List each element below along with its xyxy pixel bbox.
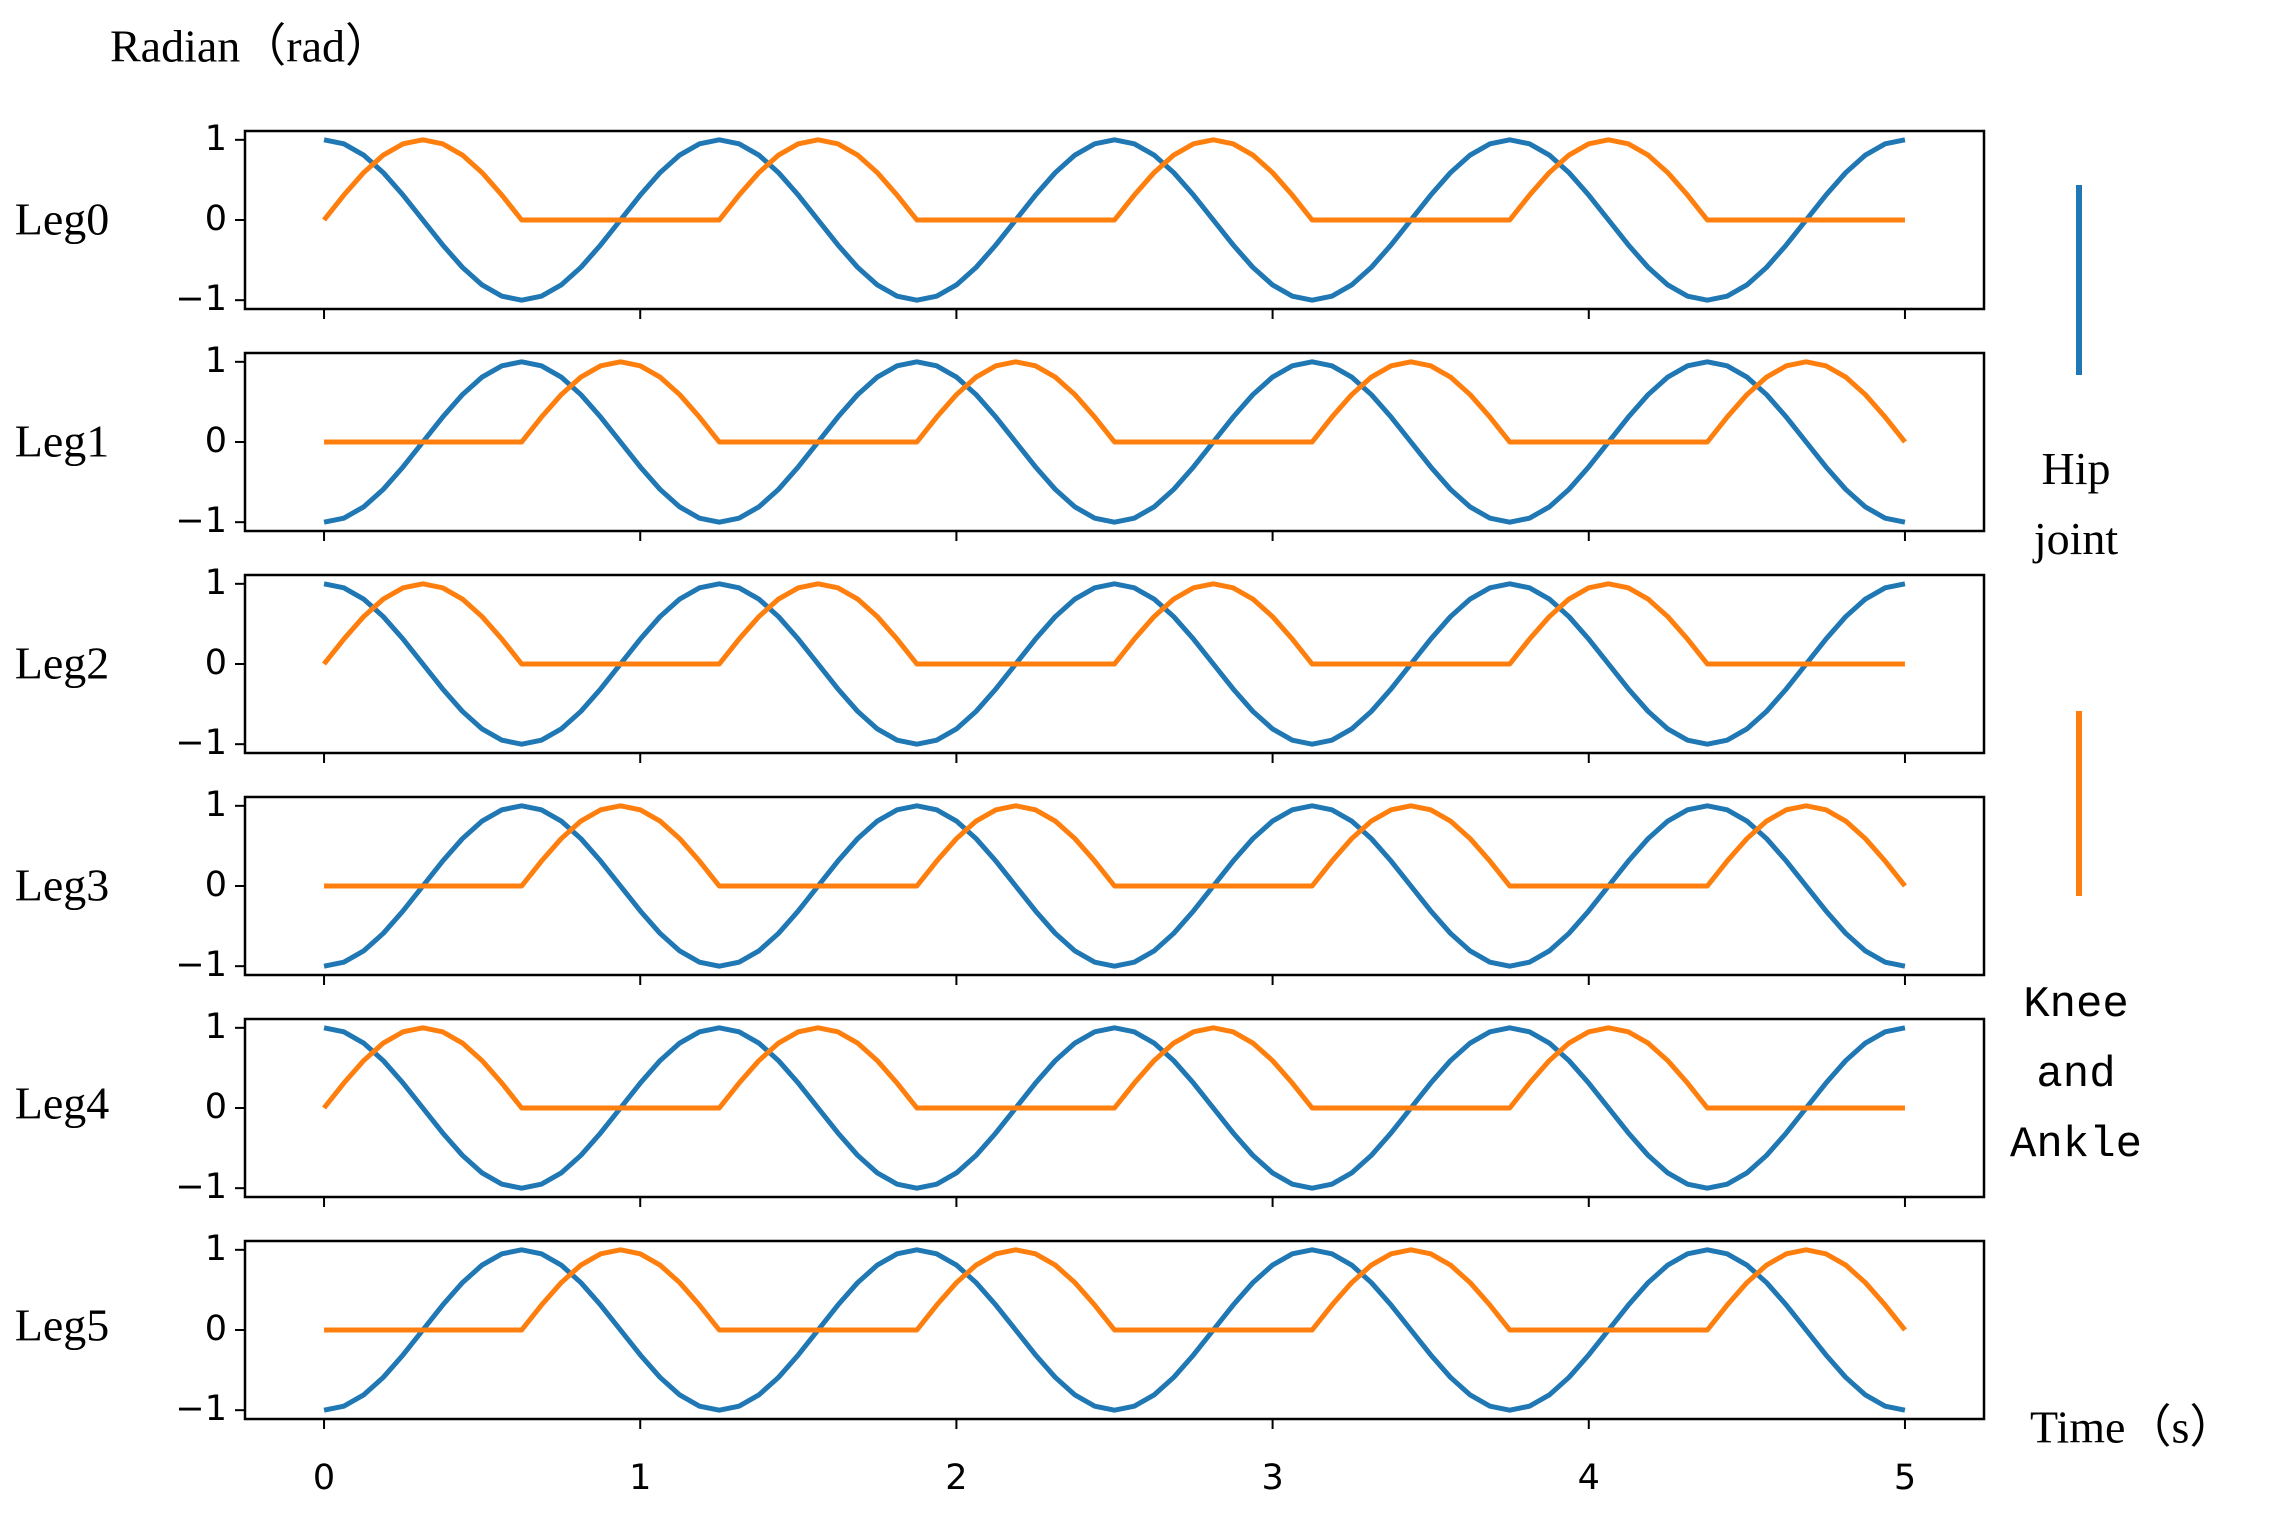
x-tick-label: 1 — [629, 1458, 651, 1498]
legend-word: Hip — [2042, 443, 2111, 494]
x-tick-label: 0 — [313, 1458, 335, 1498]
y-tick-label: 1 — [205, 1229, 227, 1269]
y-tick-label: 1 — [205, 341, 227, 381]
y-tick-label: −1 — [175, 1389, 227, 1429]
y-tick-label: 0 — [205, 1087, 227, 1127]
x-tick-label: 4 — [1578, 1458, 1600, 1498]
y-tick-label: 1 — [205, 1007, 227, 1047]
data-line — [323, 359, 1906, 525]
y-tick-label: 0 — [205, 643, 227, 683]
y-tick-label: 1 — [205, 785, 227, 825]
axes-frame — [243, 1239, 1986, 1421]
y-tick-label: −1 — [175, 279, 227, 319]
y-tick-label: −1 — [175, 945, 227, 985]
y-tick-label: 1 — [205, 563, 227, 603]
axes-frame — [243, 1017, 1986, 1199]
legend-word: and — [2036, 1050, 2115, 1100]
panel-label: Leg0 — [15, 194, 110, 245]
data-line — [322, 581, 1905, 667]
panel-label: Leg1 — [15, 416, 110, 467]
data-line — [323, 581, 1906, 747]
y-tick-label: 0 — [205, 421, 227, 461]
x-tick-label: 5 — [1894, 1458, 1916, 1498]
data-line — [323, 1025, 1906, 1191]
data-line — [322, 1025, 1905, 1111]
data-line — [323, 803, 1906, 969]
data-line — [324, 803, 1907, 889]
data-line — [323, 137, 1906, 303]
y-tick-label: 1 — [205, 119, 227, 159]
panel-label: Leg5 — [15, 1300, 110, 1351]
legend-word: joint — [2032, 513, 2119, 564]
y-axis-label: Radian（rad） — [110, 21, 391, 72]
data-line — [324, 1247, 1907, 1333]
y-tick-label: −1 — [175, 501, 227, 541]
data-line — [323, 1247, 1906, 1413]
axes-frame — [243, 795, 1986, 977]
y-tick-label: 0 — [205, 1309, 227, 1349]
panel-label: Leg2 — [15, 638, 110, 689]
legend-label: Knee and Ankle — [2010, 980, 2142, 1170]
data-line — [322, 137, 1905, 223]
axes-frame — [243, 573, 1986, 755]
x-tick-label: 3 — [1261, 1458, 1283, 1498]
axes-frame — [243, 129, 1986, 311]
y-tick-label: −1 — [175, 723, 227, 763]
panel-label: Leg4 — [15, 1078, 110, 1129]
x-tick-label: 2 — [945, 1458, 967, 1498]
axes-frame — [243, 351, 1986, 533]
legend-word: Knee — [2023, 980, 2129, 1030]
legend-label: Hip joint — [2032, 443, 2119, 564]
y-tick-label: −1 — [175, 1167, 227, 1207]
y-tick-label: 0 — [205, 199, 227, 239]
panel-label: Leg3 — [15, 860, 110, 911]
data-line — [324, 359, 1907, 445]
x-axis-label: Time（s） — [2030, 1402, 2235, 1453]
legend-word: Ankle — [2010, 1120, 2142, 1170]
y-tick-label: 0 — [205, 865, 227, 905]
